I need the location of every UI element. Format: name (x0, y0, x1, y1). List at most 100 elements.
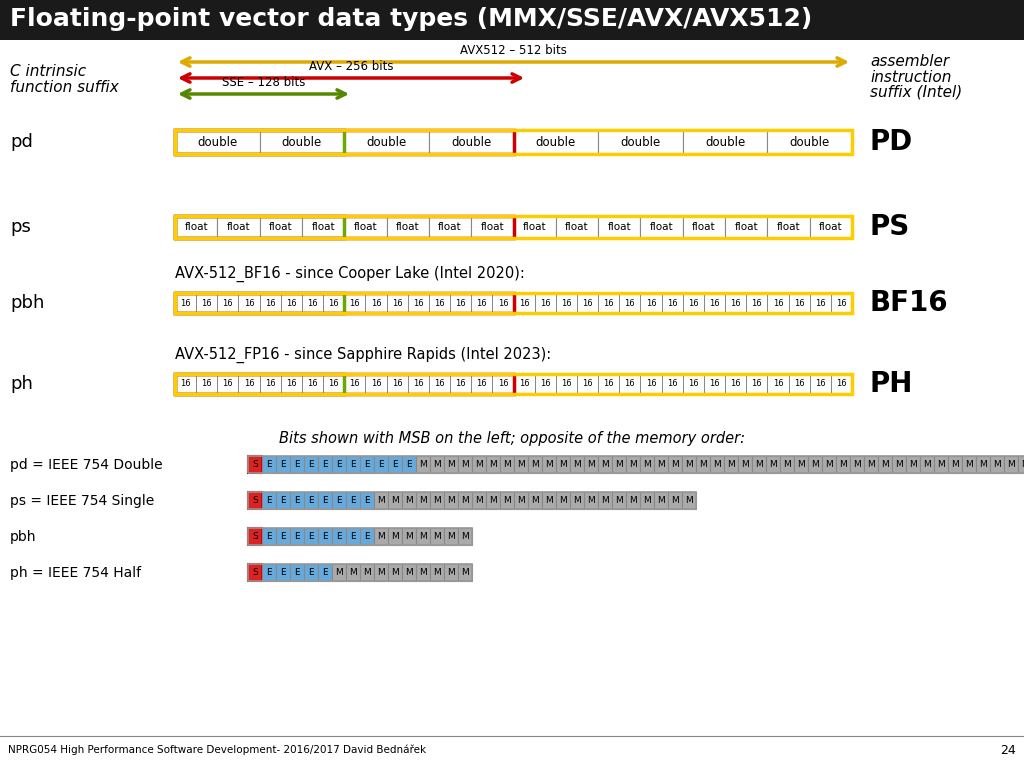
FancyBboxPatch shape (458, 528, 472, 545)
FancyBboxPatch shape (260, 293, 281, 313)
Text: 16: 16 (498, 299, 508, 307)
FancyBboxPatch shape (598, 216, 640, 238)
FancyBboxPatch shape (878, 456, 892, 473)
Text: M: M (966, 460, 973, 469)
FancyBboxPatch shape (535, 374, 556, 394)
Text: E: E (336, 496, 342, 505)
FancyBboxPatch shape (304, 492, 318, 509)
Text: M: M (839, 460, 847, 469)
Text: 16: 16 (244, 379, 254, 389)
Text: M: M (923, 460, 931, 469)
Text: suffix (Intel): suffix (Intel) (870, 84, 963, 100)
FancyBboxPatch shape (346, 456, 360, 473)
FancyBboxPatch shape (318, 456, 332, 473)
FancyBboxPatch shape (444, 528, 458, 545)
FancyBboxPatch shape (612, 492, 626, 509)
FancyBboxPatch shape (444, 492, 458, 509)
FancyBboxPatch shape (388, 528, 402, 545)
Text: 16: 16 (730, 299, 741, 307)
Text: double: double (282, 135, 323, 148)
FancyBboxPatch shape (262, 528, 276, 545)
Text: E: E (294, 568, 300, 577)
Text: 16: 16 (688, 379, 698, 389)
Text: M: M (489, 496, 497, 505)
FancyBboxPatch shape (850, 456, 864, 473)
Text: float: float (777, 222, 801, 232)
Text: 16: 16 (222, 299, 233, 307)
Text: M: M (461, 460, 469, 469)
Text: M: M (517, 460, 525, 469)
Text: Floating-point vector data types (MMX/SSE/AVX/AVX512): Floating-point vector data types (MMX/SS… (10, 7, 812, 31)
Text: float: float (353, 222, 377, 232)
Text: 16: 16 (329, 299, 339, 307)
Text: M: M (657, 496, 665, 505)
Text: 16: 16 (307, 379, 317, 389)
Text: E: E (323, 532, 328, 541)
FancyBboxPatch shape (683, 130, 767, 154)
Text: E: E (407, 460, 412, 469)
Text: 16: 16 (540, 379, 551, 389)
Text: M: M (461, 568, 469, 577)
Text: float: float (692, 222, 716, 232)
Text: float: float (607, 222, 631, 232)
Text: M: M (349, 568, 357, 577)
FancyBboxPatch shape (281, 293, 302, 313)
FancyBboxPatch shape (175, 216, 217, 238)
Text: M: M (811, 460, 819, 469)
Text: M: M (755, 460, 763, 469)
Text: M: M (433, 568, 441, 577)
FancyBboxPatch shape (290, 456, 304, 473)
FancyBboxPatch shape (304, 528, 318, 545)
FancyBboxPatch shape (822, 456, 836, 473)
Text: M: M (559, 496, 567, 505)
FancyBboxPatch shape (830, 293, 852, 313)
FancyBboxPatch shape (934, 456, 948, 473)
Text: 16: 16 (561, 299, 571, 307)
Text: 16: 16 (392, 299, 402, 307)
Text: M: M (587, 496, 595, 505)
FancyBboxPatch shape (683, 293, 703, 313)
FancyBboxPatch shape (493, 374, 513, 394)
Text: M: M (769, 460, 777, 469)
Text: E: E (350, 496, 355, 505)
Text: E: E (266, 532, 271, 541)
Text: ps: ps (10, 218, 31, 236)
Text: M: M (419, 460, 427, 469)
Text: AVX512 – 512 bits: AVX512 – 512 bits (460, 44, 567, 57)
Text: M: M (615, 460, 623, 469)
FancyBboxPatch shape (302, 293, 324, 313)
Text: M: M (671, 460, 679, 469)
Text: 16: 16 (456, 379, 466, 389)
FancyBboxPatch shape (788, 293, 810, 313)
FancyBboxPatch shape (513, 374, 535, 394)
FancyBboxPatch shape (402, 492, 416, 509)
Text: 16: 16 (603, 299, 614, 307)
FancyBboxPatch shape (620, 293, 640, 313)
Text: 16: 16 (710, 299, 720, 307)
Text: M: M (629, 496, 637, 505)
Text: S: S (252, 496, 258, 505)
Text: M: M (447, 532, 455, 541)
FancyBboxPatch shape (276, 564, 290, 581)
Text: S: S (252, 532, 258, 541)
Text: M: M (433, 496, 441, 505)
Text: float: float (438, 222, 462, 232)
FancyBboxPatch shape (332, 528, 346, 545)
FancyBboxPatch shape (471, 374, 493, 394)
FancyBboxPatch shape (556, 374, 577, 394)
FancyBboxPatch shape (175, 293, 197, 313)
Text: 16: 16 (413, 379, 424, 389)
Text: double: double (367, 135, 407, 148)
Text: 16: 16 (667, 299, 678, 307)
FancyBboxPatch shape (360, 492, 374, 509)
FancyBboxPatch shape (864, 456, 878, 473)
Text: 16: 16 (456, 299, 466, 307)
Text: E: E (308, 532, 313, 541)
FancyBboxPatch shape (450, 293, 471, 313)
Text: Bits shown with MSB on the left; opposite of the memory order:: Bits shown with MSB on the left; opposit… (279, 431, 745, 445)
Text: M: M (783, 460, 791, 469)
Text: 16: 16 (180, 299, 190, 307)
Text: PD: PD (870, 128, 913, 156)
FancyBboxPatch shape (962, 456, 976, 473)
Text: 16: 16 (540, 299, 551, 307)
